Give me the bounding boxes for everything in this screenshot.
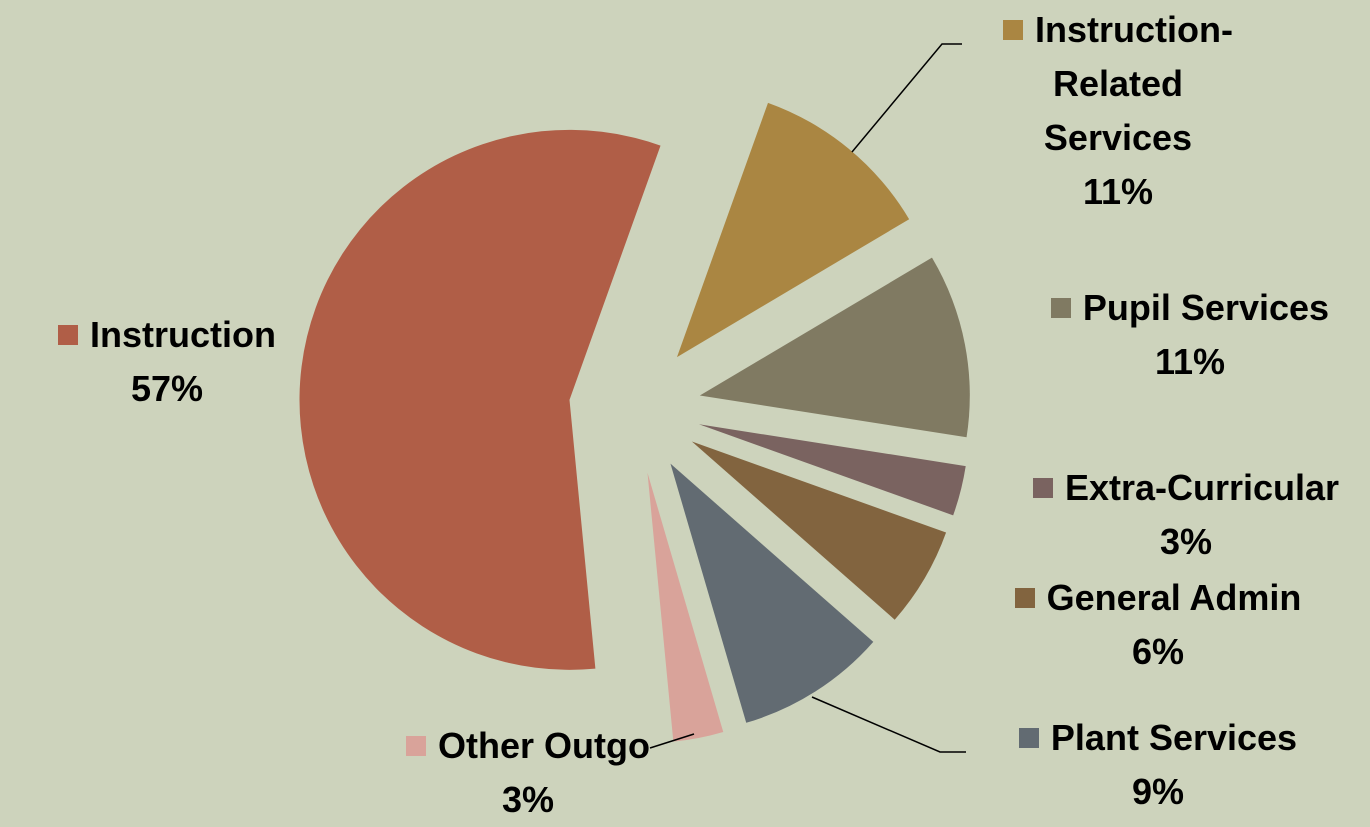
pie-slice (670, 463, 874, 723)
slices (299, 102, 970, 742)
category-label: Plant Services (1050, 717, 1298, 758)
pie-slice (691, 441, 947, 620)
legend-marker (1032, 478, 1053, 498)
category-label: Pupil Services (1082, 287, 1330, 328)
data-label: Extra-Curricular 3% (976, 461, 1370, 569)
leader-line (649, 733, 695, 749)
legend-marker (58, 325, 78, 345)
category-label: Instruction-Related Services (1035, 9, 1233, 158)
legend-marker (1003, 20, 1023, 40)
leader-line (811, 696, 966, 753)
data-label: Instruction 57% (7, 308, 327, 416)
data-label: Pupil Services 11% (980, 281, 1370, 389)
pie-slice (699, 257, 970, 438)
legend-marker (406, 736, 426, 756)
legend-marker (1014, 588, 1035, 608)
category-label: Extra-Curricular (1064, 467, 1340, 508)
pie-slice (698, 424, 966, 516)
data-label: Other Outgo 3% (328, 719, 728, 827)
value-label: 9% (1131, 771, 1185, 812)
leader-line (851, 43, 962, 153)
value-label: 11% (1154, 341, 1226, 382)
value-label: 3% (1159, 521, 1213, 562)
value-label: 6% (1131, 631, 1185, 672)
value-label: 3% (501, 779, 555, 820)
category-label: Instruction (90, 314, 276, 355)
legend-marker (1018, 728, 1039, 748)
value-label: 11% (1082, 171, 1154, 212)
category-label: General Admin (1046, 577, 1302, 618)
pie-slice (676, 102, 910, 358)
pie-slice (299, 129, 661, 670)
legend-marker (1050, 298, 1071, 318)
category-label: Other Outgo (438, 725, 650, 766)
data-label: Instruction-Related Services 11% (983, 3, 1253, 219)
value-label: 57% (130, 368, 204, 409)
data-label: Plant Services 9% (958, 711, 1358, 819)
pie-slice (647, 472, 724, 742)
data-label: General Admin 6% (958, 571, 1358, 679)
